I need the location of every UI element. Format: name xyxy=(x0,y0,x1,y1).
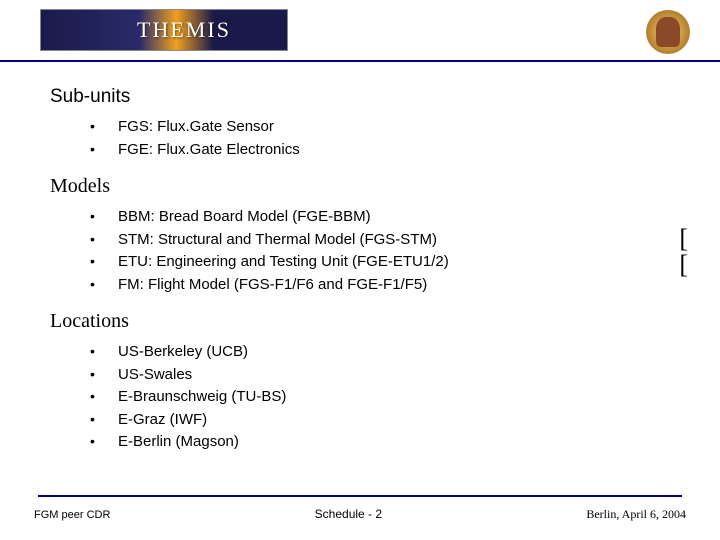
footer-row: FGM peer CDR Schedule - 2 Berlin, April … xyxy=(34,507,686,522)
section-title-locations: Locations xyxy=(50,310,670,333)
slide-body: Sub-units FGS: Flux.Gate Sensor FGE: Flu… xyxy=(0,62,720,454)
mission-seal-icon xyxy=(646,10,690,54)
list-item: US-Swales xyxy=(90,364,670,387)
bracket-mark-icon: [ xyxy=(679,252,688,278)
list-item: FGS: Flux.Gate Sensor xyxy=(90,116,670,139)
bracket-mark-icon: [ xyxy=(679,226,688,252)
list-item: BBM: Bread Board Model (FGE-BBM) xyxy=(90,206,670,229)
footer-right-text: Berlin, April 6, 2004 xyxy=(586,507,686,522)
footer-left-text: FGM peer CDR xyxy=(34,509,110,521)
subunits-list: FGS: Flux.Gate Sensor FGE: Flux.Gate Ele… xyxy=(90,116,670,161)
list-item: ETU: Engineering and Testing Unit (FGE-E… xyxy=(90,251,670,274)
list-item: US-Berkeley (UCB) xyxy=(90,341,670,364)
list-item: E-Graz (IWF) xyxy=(90,409,670,432)
list-item: E-Berlin (Magson) xyxy=(90,431,670,454)
list-item: FGE: Flux.Gate Electronics xyxy=(90,139,670,162)
themis-logo-text: THEMIS xyxy=(137,17,231,43)
footer-center-text: Schedule - 2 xyxy=(315,507,382,521)
list-item: FM: Flight Model (FGS-F1/F6 and FGE-F1/F… xyxy=(90,274,670,297)
list-item: E-Braunschweig (TU-BS) xyxy=(90,386,670,409)
margin-annotation: [ [ xyxy=(679,226,688,278)
locations-list: US-Berkeley (UCB) US-Swales E-Braunschwe… xyxy=(90,341,670,454)
footer-rule xyxy=(38,495,682,497)
section-title-models: Models xyxy=(50,175,670,198)
list-item: STM: Structural and Thermal Model (FGS-S… xyxy=(90,229,670,252)
slide-header: THEMIS xyxy=(0,0,720,62)
slide-footer: FGM peer CDR Schedule - 2 Berlin, April … xyxy=(0,495,720,522)
themis-logo: THEMIS xyxy=(40,9,288,51)
models-list: BBM: Bread Board Model (FGE-BBM) STM: St… xyxy=(90,206,670,296)
section-title-subunits: Sub-units xyxy=(50,86,670,108)
